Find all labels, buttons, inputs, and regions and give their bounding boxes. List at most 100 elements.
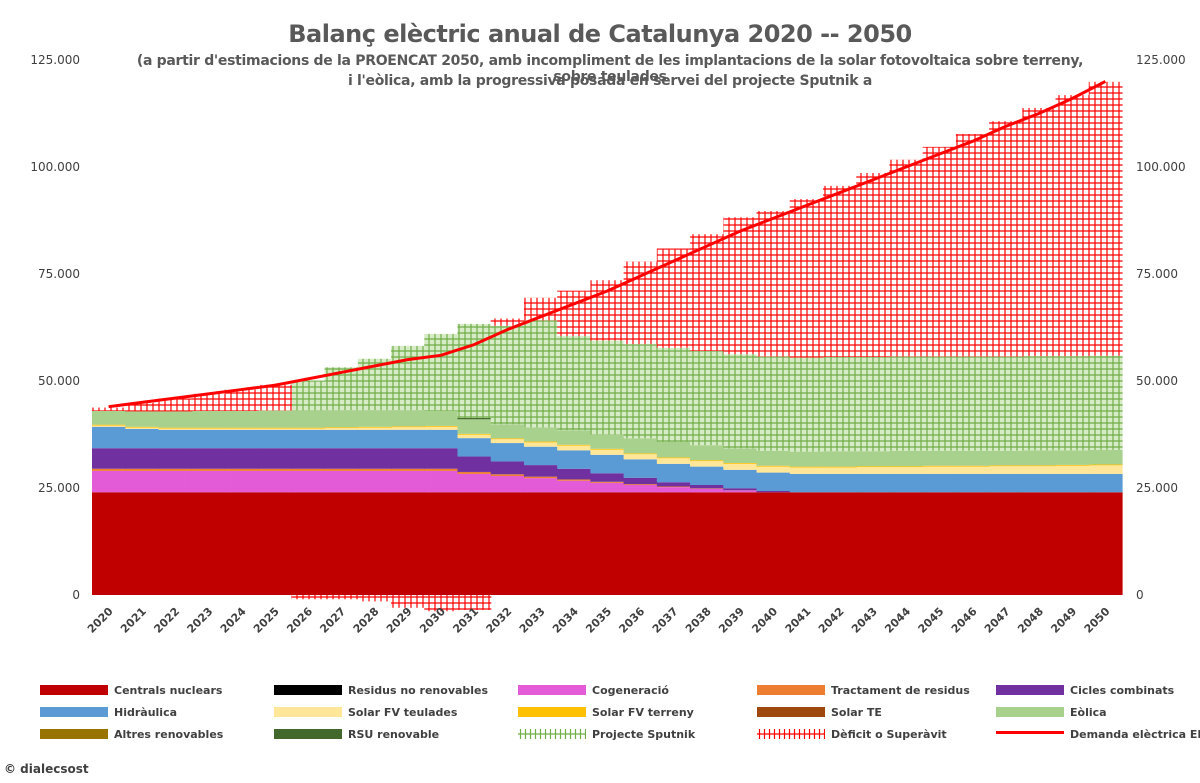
bar-segment xyxy=(490,424,525,439)
y-tick-label-left: 50.000 xyxy=(38,374,80,388)
bar-segment xyxy=(889,467,924,474)
bar-segment xyxy=(357,410,392,427)
x-tick-label: 2037 xyxy=(650,605,681,636)
legend-item: Demanda elèctrica EBC xyxy=(996,728,1200,741)
bar-segment xyxy=(457,419,492,434)
bar-segment xyxy=(125,427,160,429)
bar-segment xyxy=(789,451,824,467)
bar-segment xyxy=(1088,464,1123,466)
bar-segment xyxy=(125,492,160,595)
x-tick-label: 2047 xyxy=(982,605,1013,636)
bar-segment xyxy=(590,492,625,595)
series-0 xyxy=(92,492,1123,595)
legend-item: Solar TE xyxy=(757,706,882,719)
bar-segment xyxy=(1055,465,1090,474)
series-12 xyxy=(291,320,1123,452)
bar-segment xyxy=(656,463,691,483)
bar-segment xyxy=(291,428,326,430)
bar-segment xyxy=(1022,356,1057,451)
bar-segment xyxy=(258,384,292,411)
bar-segment xyxy=(690,488,724,493)
legend-label: Cicles combinats xyxy=(1070,684,1175,697)
bar-segment xyxy=(989,465,1023,467)
bar-segment xyxy=(723,463,758,470)
x-tick-label: 2021 xyxy=(118,605,149,636)
bar-segment xyxy=(191,468,226,471)
bar-segment xyxy=(391,429,425,449)
bar-segment xyxy=(922,356,957,451)
x-tick-label: 2040 xyxy=(749,605,780,636)
x-tick-label: 2022 xyxy=(151,605,182,636)
bar-segment xyxy=(557,492,591,595)
bar-segment xyxy=(656,487,691,493)
legend-swatch xyxy=(757,707,825,717)
bar-segment xyxy=(490,439,525,444)
bar-segment xyxy=(1022,466,1057,474)
bar-segment xyxy=(789,473,824,493)
bar-segment xyxy=(955,450,990,466)
x-tick-label: 2046 xyxy=(949,605,980,636)
bar-segment xyxy=(1055,95,1090,357)
legend-item: Hidràulica xyxy=(40,706,177,719)
x-tick-label: 2034 xyxy=(550,605,581,636)
bar-segment xyxy=(523,476,558,479)
bar-segment xyxy=(92,492,126,595)
bar-segment xyxy=(92,448,126,469)
legend-swatch xyxy=(274,707,342,717)
bar-segment xyxy=(125,411,160,427)
legend-swatch xyxy=(757,685,825,695)
bar-segment xyxy=(856,467,891,474)
legend-swatch xyxy=(40,685,108,695)
bar-segment xyxy=(457,456,492,472)
bar-segment xyxy=(723,354,758,449)
bar-segment xyxy=(989,466,1023,474)
bar-segment xyxy=(822,357,857,452)
bar-segment xyxy=(723,217,758,355)
bar-segment xyxy=(125,470,160,493)
bar-segment xyxy=(889,473,924,493)
x-tick-label: 2027 xyxy=(317,605,348,636)
bar-segment xyxy=(656,457,691,459)
bar-segment xyxy=(125,402,160,412)
bar-segment xyxy=(490,461,525,475)
demand-line xyxy=(108,80,1107,409)
bar-segment xyxy=(557,450,591,469)
bar-segment xyxy=(324,429,359,449)
bar-segment xyxy=(324,492,359,595)
x-tick-label: 2048 xyxy=(1015,605,1046,636)
bar-segment xyxy=(789,467,824,474)
bar-segment xyxy=(324,595,359,600)
x-tick-label: 2038 xyxy=(683,605,714,636)
bar-segment xyxy=(623,453,658,455)
bar-segment xyxy=(125,468,160,471)
bar-segment xyxy=(158,429,193,449)
bar-segment xyxy=(1088,492,1123,595)
legend-swatch xyxy=(996,685,1064,695)
bar-segment xyxy=(324,468,359,471)
bar-segment xyxy=(457,438,492,457)
bar-segment xyxy=(756,465,791,467)
legend-label: Cogeneració xyxy=(592,684,669,697)
bar-segment xyxy=(291,410,326,428)
bar-segment xyxy=(690,445,724,461)
bar-segment xyxy=(291,448,326,469)
legend-item: Solar FV teulades xyxy=(274,706,457,719)
bar-segment xyxy=(590,473,625,482)
bar-segment xyxy=(856,451,891,467)
bar-segment xyxy=(191,492,226,595)
bar-segment xyxy=(1022,107,1057,357)
bar-segment xyxy=(989,356,1023,451)
bar-segment xyxy=(656,482,691,487)
legend-label: Residus no renovables xyxy=(348,684,489,697)
bar-segment xyxy=(424,468,459,471)
bar-segment xyxy=(424,426,459,430)
x-tick-label: 2039 xyxy=(716,605,747,636)
bar-segment xyxy=(490,318,525,326)
bar-segment xyxy=(789,357,824,452)
bar-segment xyxy=(490,325,525,425)
legend-item: Solar FV terreny xyxy=(518,706,694,719)
bar-segment xyxy=(822,185,857,358)
bar-segment xyxy=(224,389,259,411)
bar-segment xyxy=(789,199,824,358)
